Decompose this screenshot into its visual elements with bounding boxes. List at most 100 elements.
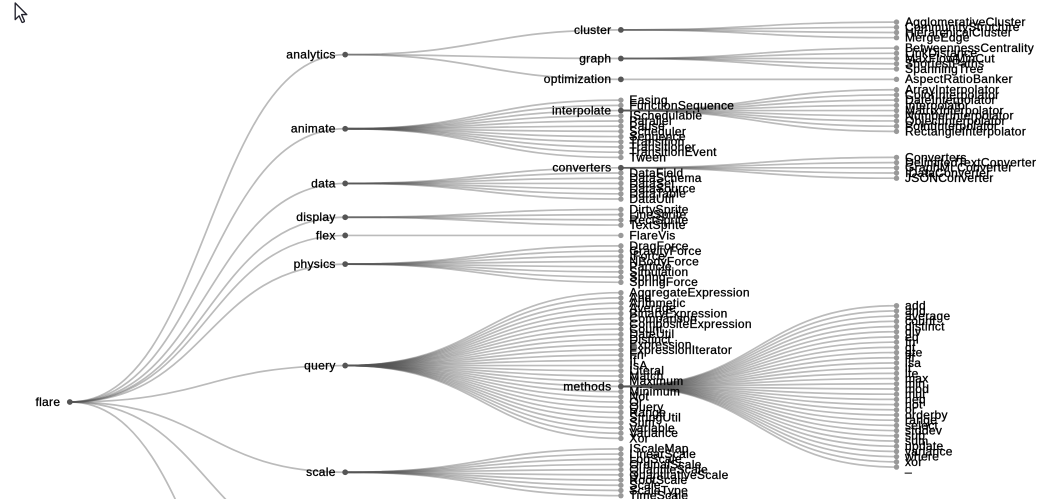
svg-text:DataTable: DataTable	[629, 187, 686, 201]
svg-text:lte: lte	[905, 366, 919, 380]
svg-text:AgglomerativeCluster: AgglomerativeCluster	[905, 15, 1026, 29]
svg-text:distinct: distinct	[905, 319, 945, 333]
svg-text:Interpolator: Interpolator	[905, 98, 969, 112]
svg-text:sum: sum	[905, 434, 929, 448]
svg-text:CommunityStructure: CommunityStructure	[905, 20, 1020, 34]
svg-text:DataSchema: DataSchema	[629, 171, 701, 185]
svg-text:cluster: cluster	[574, 23, 611, 37]
svg-text:Minimum: Minimum	[629, 384, 680, 398]
svg-text:data: data	[311, 176, 336, 190]
svg-text:IsA: IsA	[629, 358, 647, 372]
svg-text:neq: neq	[905, 392, 926, 406]
svg-text:not: not	[905, 398, 923, 412]
svg-text:RectSprite: RectSprite	[629, 213, 688, 227]
svg-text:LinkDistance: LinkDistance	[905, 46, 977, 60]
svg-text:update: update	[905, 439, 944, 453]
svg-text:converters: converters	[552, 161, 611, 175]
svg-text:Sequence: Sequence	[629, 129, 685, 143]
svg-text:TextSprite: TextSprite	[629, 218, 685, 232]
svg-text:lt: lt	[905, 361, 912, 375]
svg-text:DataSet: DataSet	[629, 176, 675, 190]
svg-text:DateInterpolator: DateInterpolator	[905, 93, 996, 107]
svg-text:Pause: Pause	[629, 119, 665, 133]
svg-text:Match: Match	[629, 369, 663, 383]
svg-text:DataUtil: DataUtil	[629, 192, 674, 206]
svg-text:QuantileScale: QuantileScale	[629, 463, 708, 477]
svg-text:DelimitedTextConverter: DelimitedTextConverter	[905, 156, 1036, 170]
svg-text:max: max	[905, 371, 929, 385]
svg-text:Query: Query	[629, 400, 663, 414]
svg-text:IDataConverter: IDataConverter	[905, 166, 991, 180]
svg-text:DataField: DataField	[629, 166, 683, 180]
svg-text:And: And	[629, 291, 651, 305]
svg-text:LinearScale: LinearScale	[629, 447, 696, 461]
svg-text:iff: iff	[905, 351, 915, 365]
svg-text:Distinct: Distinct	[629, 332, 671, 346]
svg-text:ColorInterpolator: ColorInterpolator	[905, 88, 999, 102]
svg-text:variance: variance	[905, 444, 953, 458]
svg-text:Scheduler: Scheduler	[629, 124, 686, 138]
svg-text:gt: gt	[905, 340, 916, 354]
svg-text:StringUtil: StringUtil	[629, 411, 681, 425]
svg-text:RootScale: RootScale	[629, 473, 687, 487]
svg-text:average: average	[905, 309, 950, 323]
svg-text:Xor: Xor	[629, 431, 649, 445]
svg-text:Maximum: Maximum	[629, 374, 683, 388]
svg-text:or: or	[905, 403, 916, 417]
svg-text:graph: graph	[579, 51, 611, 65]
svg-text:FlareVis: FlareVis	[629, 228, 675, 242]
svg-text:Tween: Tween	[629, 150, 666, 164]
svg-text:mul: mul	[905, 387, 925, 401]
svg-text:Or: Or	[629, 395, 643, 409]
svg-text:ObjectInterpolator: ObjectInterpolator	[905, 114, 1006, 128]
svg-text:RectangleInterpolator: RectangleInterpolator	[905, 124, 1026, 138]
svg-text:Simulation: Simulation	[629, 265, 688, 279]
svg-text:NumberInterpolator: NumberInterpolator	[905, 109, 1014, 123]
svg-text:display: display	[296, 210, 335, 224]
svg-text:LogScale: LogScale	[629, 452, 681, 466]
svg-text:TimeScale: TimeScale	[629, 489, 688, 499]
svg-text:min: min	[905, 377, 925, 391]
svg-text:JSONConverter: JSONConverter	[905, 171, 994, 185]
svg-text:AggregateExpression: AggregateExpression	[629, 286, 749, 300]
svg-text:DateUtil: DateUtil	[629, 327, 674, 341]
svg-text:Expression: Expression	[629, 338, 691, 352]
svg-text:Not: Not	[629, 390, 649, 404]
svg-text:Variable: Variable	[629, 421, 675, 435]
svg-text:HierarchicalCluster: HierarchicalCluster	[905, 25, 1012, 39]
svg-text:analytics: analytics	[286, 48, 335, 62]
svg-text:ISchedulable: ISchedulable	[629, 109, 702, 123]
svg-text:Scale: Scale	[629, 478, 661, 492]
svg-text:isa: isa	[905, 356, 921, 370]
svg-text:xor: xor	[905, 455, 923, 469]
svg-text:MatrixInterpolator: MatrixInterpolator	[905, 103, 1004, 117]
svg-text:BinaryExpression: BinaryExpression	[629, 306, 727, 320]
svg-text:Particle: Particle	[629, 260, 671, 274]
svg-text:GraphMLConverter: GraphMLConverter	[905, 161, 1013, 175]
svg-text:Sum: Sum	[629, 416, 655, 430]
svg-text:DirtySprite: DirtySprite	[629, 202, 688, 216]
svg-text:select: select	[905, 418, 939, 432]
svg-text:gte: gte	[905, 345, 923, 359]
svg-text:eq: eq	[905, 330, 919, 344]
svg-text:ShortestPaths: ShortestPaths	[905, 57, 984, 71]
svg-text:DataSource: DataSource	[629, 182, 695, 196]
svg-text:Comparison: Comparison	[629, 312, 697, 326]
svg-text:physics: physics	[294, 257, 336, 271]
svg-text:Transitioner: Transitioner	[629, 140, 696, 154]
svg-text:ArrayInterpolator: ArrayInterpolator	[905, 83, 999, 97]
svg-text:Fn: Fn	[629, 348, 644, 362]
svg-text:sub: sub	[905, 429, 925, 443]
svg-text:AspectRatioBanker: AspectRatioBanker	[905, 72, 1013, 86]
svg-text:range: range	[905, 413, 937, 427]
svg-text:OrdinalScale: OrdinalScale	[629, 457, 701, 471]
svg-text:Spring: Spring	[629, 270, 666, 284]
svg-text:SpanningTree: SpanningTree	[905, 62, 984, 76]
svg-text:MaxFlowMinCut: MaxFlowMinCut	[905, 51, 995, 65]
svg-text:PointInterpolator: PointInterpolator	[905, 119, 998, 133]
svg-text:CompositeExpression: CompositeExpression	[629, 317, 751, 331]
svg-text:where: where	[904, 450, 939, 464]
svg-text:interpolate: interpolate	[552, 103, 611, 117]
svg-text:ExpressionIterator: ExpressionIterator	[629, 343, 732, 357]
svg-text:Parallel: Parallel	[629, 114, 671, 128]
